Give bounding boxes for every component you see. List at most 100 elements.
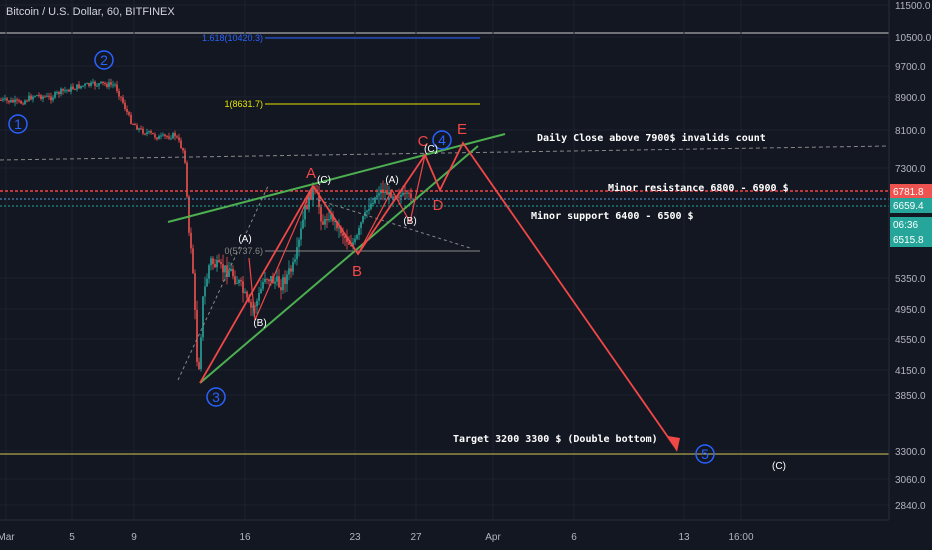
labels-layer: 1 2 3 4 5 A B C D E (A) (B) (C) (A) (B) (C) (C) Daily Clo… bbox=[8, 50, 789, 472]
wave-label-major: 2 bbox=[100, 52, 108, 68]
y-tick-label: 10500.0 bbox=[895, 33, 932, 44]
candle-body bbox=[202, 296, 204, 338]
candle-body bbox=[200, 337, 202, 370]
wave-label-sub: (C) bbox=[424, 144, 438, 155]
annotation-text: Target 3200 3300 $ (Double bottom) bbox=[453, 434, 658, 445]
dashed-helper bbox=[317, 199, 471, 249]
candle-body bbox=[368, 208, 370, 211]
candle-body bbox=[228, 270, 230, 277]
price-axis[interactable]: 11500.0 10500.0 9700.0 8900.0 8100.0 7300.0 53… bbox=[888, 0, 932, 520]
price-badge-label: 06:36 bbox=[893, 220, 918, 231]
wave-label-major: 3 bbox=[212, 389, 220, 405]
candle-body bbox=[34, 95, 36, 97]
y-tick-label: 4950.0 bbox=[895, 305, 926, 316]
wave-label-sub: (B) bbox=[403, 216, 416, 227]
candle-body bbox=[196, 309, 198, 362]
candle-body bbox=[332, 214, 334, 222]
candle-body bbox=[96, 85, 98, 87]
wave-label-abcde: E bbox=[457, 121, 467, 138]
candle-body bbox=[30, 95, 32, 100]
y-tick-label: 5350.0 bbox=[895, 274, 926, 285]
candle-body bbox=[406, 192, 408, 194]
candle-body bbox=[156, 137, 158, 140]
candle-body bbox=[206, 278, 208, 287]
candle-body bbox=[118, 91, 120, 97]
candle-body bbox=[358, 228, 360, 236]
candle-body bbox=[294, 259, 296, 262]
candle-body bbox=[286, 274, 288, 285]
candle-body bbox=[48, 95, 50, 97]
y-tick-label: 3060.0 bbox=[895, 475, 926, 486]
wave-circle bbox=[94, 50, 114, 70]
fib-level-label: 0(5737.6) bbox=[224, 246, 263, 256]
candle-body bbox=[384, 191, 386, 194]
candle-body bbox=[120, 96, 122, 98]
wave-label-sub: (A) bbox=[238, 234, 251, 245]
y-tick-label: 9700.0 bbox=[895, 62, 926, 73]
candle-body bbox=[344, 235, 346, 238]
candle-body bbox=[376, 195, 378, 198]
candle-body bbox=[268, 279, 270, 282]
wave-label-abcde: C bbox=[418, 133, 429, 150]
price-badge bbox=[890, 232, 932, 247]
sub-wave-path bbox=[248, 185, 314, 321]
candle-body bbox=[350, 244, 352, 246]
candle-body bbox=[312, 187, 314, 200]
candle-body bbox=[334, 220, 336, 222]
candle-body bbox=[136, 125, 138, 130]
channel-lower-line bbox=[199, 145, 479, 384]
candle-body bbox=[78, 84, 80, 89]
candle-body bbox=[352, 242, 354, 246]
candle-body bbox=[116, 84, 118, 92]
candle-body bbox=[36, 95, 38, 97]
candle-body bbox=[308, 191, 310, 210]
candle-body bbox=[10, 100, 12, 103]
candle-body bbox=[254, 305, 256, 307]
candle-body bbox=[370, 203, 372, 209]
candle-body bbox=[240, 279, 242, 282]
candle-body bbox=[322, 221, 324, 225]
candle-body bbox=[328, 219, 330, 221]
candle-body bbox=[20, 100, 22, 104]
candle-body bbox=[222, 264, 224, 273]
candle-body bbox=[192, 248, 194, 274]
y-tick-label: 4550.0 bbox=[895, 335, 926, 346]
x-tick-label: 9 bbox=[131, 532, 137, 543]
candle-body bbox=[212, 258, 214, 264]
candle-body bbox=[390, 192, 392, 198]
candle-body bbox=[346, 237, 348, 243]
price-badge bbox=[890, 184, 932, 199]
candle-body bbox=[410, 193, 412, 199]
candle-body bbox=[378, 193, 380, 196]
candle-body bbox=[46, 95, 48, 97]
candle-body bbox=[60, 88, 62, 95]
candle-body bbox=[194, 273, 196, 310]
candle-body bbox=[246, 291, 248, 298]
channel-upper-line bbox=[167, 133, 506, 223]
time-axis[interactable]: Mar 5 9 16 23 27 Apr 6 13 16:00 bbox=[0, 519, 889, 543]
chart-grid bbox=[0, 0, 889, 520]
candle-body bbox=[284, 277, 286, 285]
candle-body bbox=[148, 131, 150, 133]
candle-body bbox=[226, 265, 228, 277]
candle-body bbox=[104, 83, 106, 85]
candle-body bbox=[392, 196, 394, 198]
candle-body bbox=[54, 92, 56, 98]
candle-body bbox=[338, 227, 340, 229]
candle-body bbox=[26, 100, 28, 102]
target-arrow-head bbox=[668, 436, 680, 452]
sub-wave-path bbox=[357, 154, 426, 255]
candle-body bbox=[182, 147, 184, 151]
candle-body bbox=[142, 128, 144, 134]
candle-body bbox=[340, 227, 342, 234]
x-tick-label: Mar bbox=[0, 532, 15, 543]
candle-body bbox=[218, 260, 220, 263]
candle-body bbox=[372, 202, 374, 204]
wave-label-abcde: D bbox=[433, 197, 444, 214]
candle-body bbox=[150, 131, 152, 133]
candle-body bbox=[62, 88, 64, 91]
candle-body bbox=[270, 275, 272, 282]
candle-body bbox=[374, 197, 376, 203]
candle-body bbox=[250, 302, 252, 308]
